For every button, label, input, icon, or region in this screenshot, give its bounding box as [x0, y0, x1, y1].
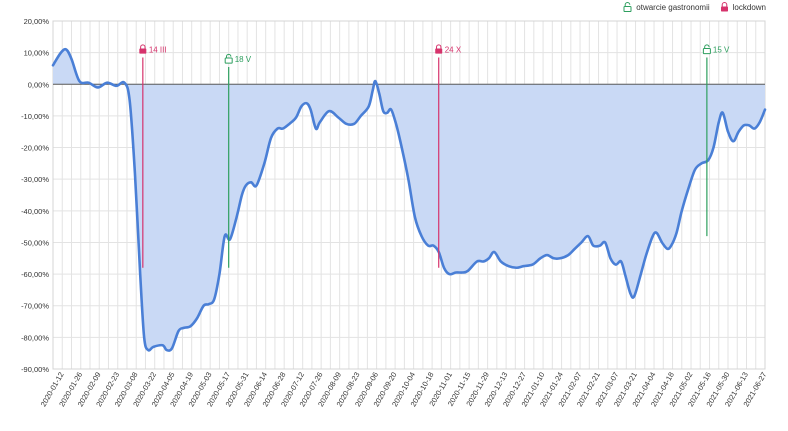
- series-line: [51, 47, 767, 352]
- plot-border: [52, 20, 766, 370]
- annotation-layer: 14 III 18 V 24 X 15 V: [139, 44, 730, 268]
- y-tick-label: 0,00%: [28, 80, 50, 89]
- locked-padlock-icon: [720, 2, 728, 12]
- padlock-shackle: [704, 44, 710, 49]
- padlock-body: [702, 47, 711, 55]
- annotation-label: 15 V: [713, 45, 730, 54]
- y-tick-label: 20,00%: [24, 17, 50, 26]
- legend-item-lockdown[interactable]: lockdown: [720, 2, 766, 12]
- y-tick-label: -70,00%: [21, 302, 49, 311]
- padlock-shackle: [436, 44, 442, 49]
- y-tick-label: -50,00%: [21, 238, 49, 247]
- y-tick-label: -60,00%: [21, 270, 49, 279]
- legend-label-lockdown: lockdown: [732, 2, 766, 12]
- y-tick-label: -20,00%: [21, 144, 49, 153]
- y-tick-label: 10,00%: [24, 49, 50, 58]
- legend-item-opening[interactable]: otwarcie gastronomii: [623, 2, 710, 12]
- locked-padlock-icon: [435, 44, 443, 54]
- y-tick-label: -30,00%: [21, 175, 49, 184]
- series-area-layer: [53, 49, 765, 351]
- unlocked-padlock-icon: [224, 53, 233, 64]
- y-tick-label: -10,00%: [21, 112, 49, 121]
- unlocked-padlock-icon: [623, 2, 632, 12]
- annotation-label: 14 III: [149, 45, 167, 54]
- annotation-opening-3: 15 V: [702, 44, 730, 237]
- series-line-layer: [51, 47, 767, 352]
- annotation-lockdown-2: 24 X: [435, 44, 462, 268]
- y-tick-label: -40,00%: [21, 207, 49, 216]
- unlocked-padlock-icon: [702, 44, 711, 55]
- x-axis: 2020-01-122020-01-262020-02-092020-02-23…: [39, 371, 769, 409]
- annotation-label: 18 V: [235, 55, 252, 64]
- padlock-body: [224, 57, 233, 64]
- padlock-shackle: [140, 44, 146, 49]
- locked-padlock-icon: [139, 44, 147, 54]
- y-tick-label: -90,00%: [21, 365, 49, 374]
- padlock-shackle: [225, 53, 232, 58]
- y-tick-label: -80,00%: [21, 333, 49, 342]
- annotation-label: 24 X: [445, 45, 462, 54]
- padlock-body: [139, 48, 147, 54]
- annotation-opening-1: 18 V: [224, 53, 252, 268]
- chart-legend: otwarcie gastronomii lockdown: [623, 2, 766, 12]
- padlock-body: [435, 48, 443, 54]
- annotation-lockdown-0: 14 III: [139, 44, 167, 268]
- y-axis: 20,00% 10,00% 0,00% -10,00% -20,00% -30,00% -4…: [21, 17, 49, 374]
- legend-label-opening: otwarcie gastronomii: [636, 2, 710, 12]
- series-area: [53, 49, 765, 351]
